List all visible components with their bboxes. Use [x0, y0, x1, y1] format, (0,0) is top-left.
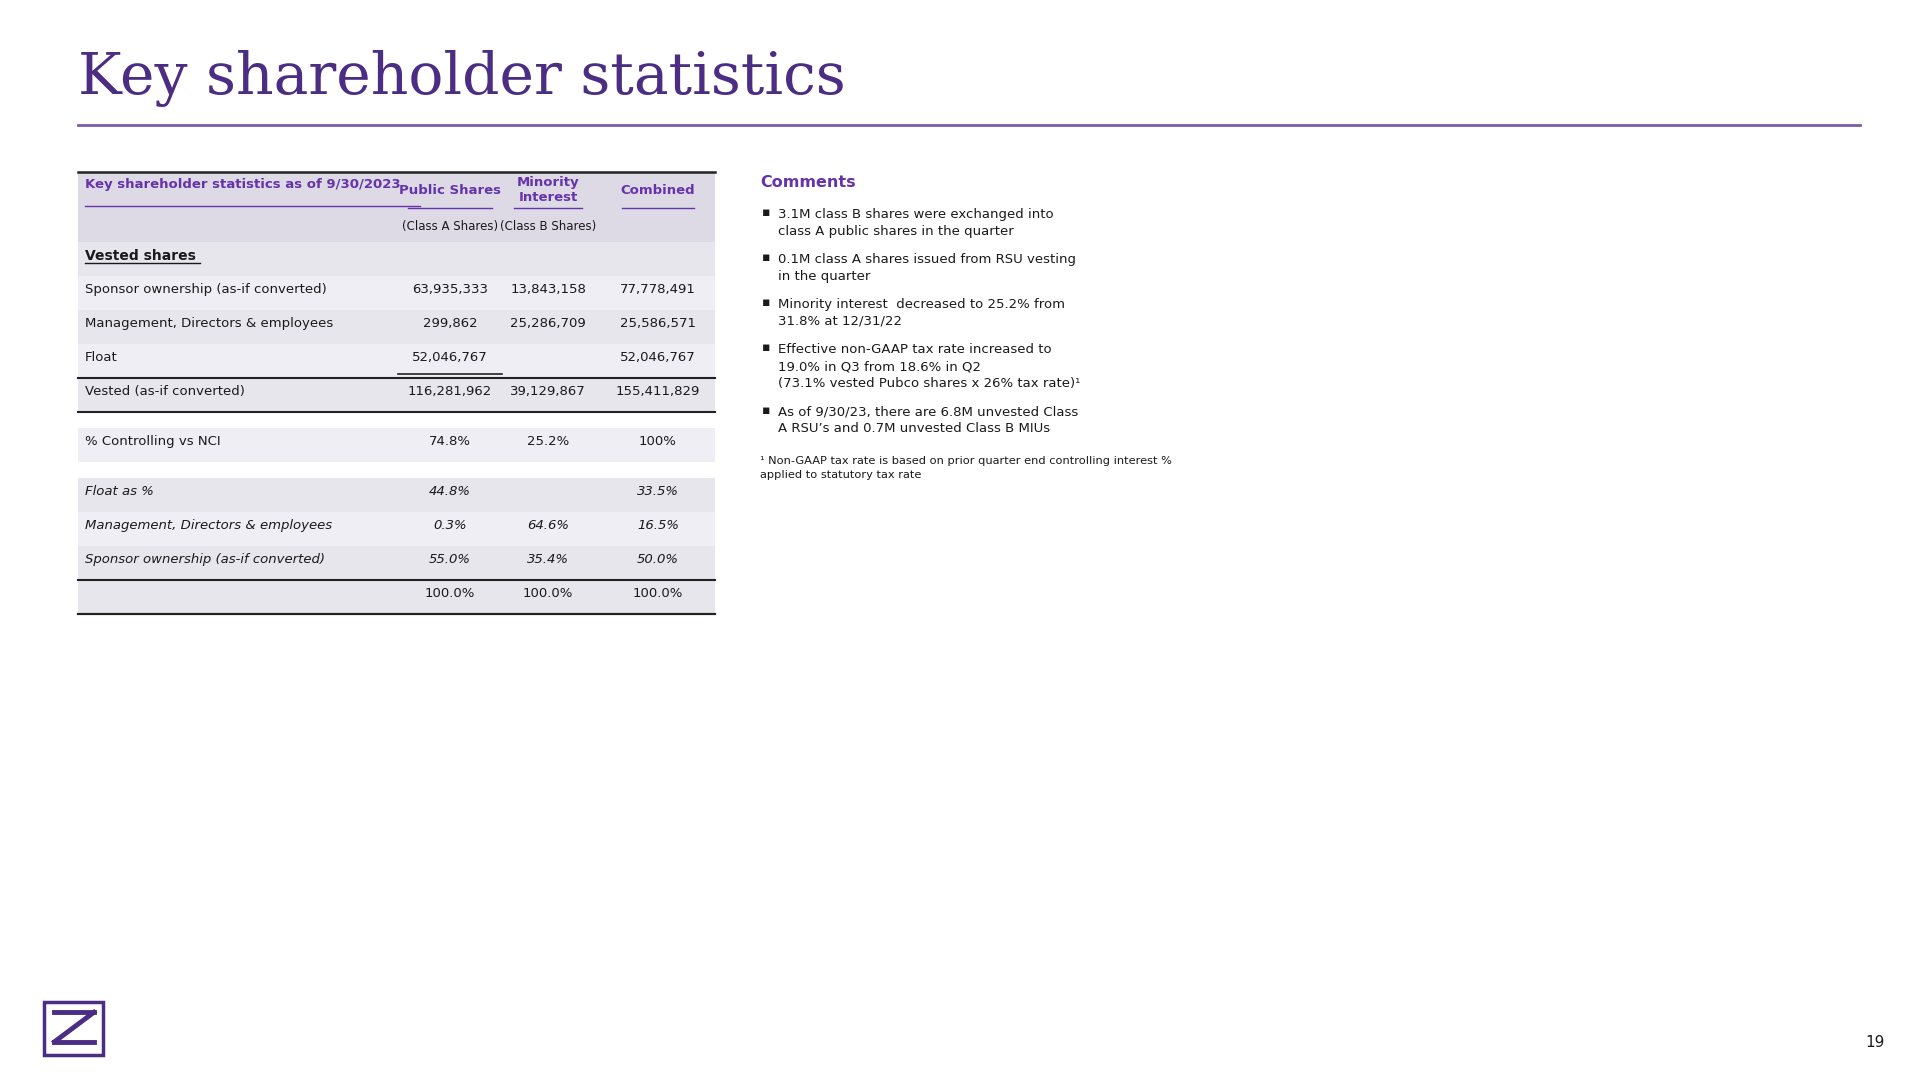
Text: % Controlling vs NCI: % Controlling vs NCI [84, 435, 221, 448]
Text: 299,862: 299,862 [422, 318, 478, 330]
Text: 100.0%: 100.0% [634, 588, 684, 600]
Text: 116,281,962: 116,281,962 [407, 384, 492, 399]
Text: As of 9/30/23, there are 6.8M unvested Class
A RSU’s and 0.7M unvested Class B M: As of 9/30/23, there are 6.8M unvested C… [778, 405, 1079, 435]
Text: 25,586,571: 25,586,571 [620, 318, 695, 330]
Bar [79, 478, 714, 512]
Text: 35.4%: 35.4% [526, 553, 568, 566]
Text: 52,046,767: 52,046,767 [620, 351, 695, 364]
Bar [79, 580, 714, 615]
Text: ▪: ▪ [762, 251, 770, 264]
Text: 0.3%: 0.3% [434, 519, 467, 532]
Text: 13,843,158: 13,843,158 [511, 283, 586, 296]
Text: 44.8%: 44.8% [428, 485, 470, 498]
Text: Minority interest  decreased to 25.2% from
31.8% at 12/31/22: Minority interest decreased to 25.2% fro… [778, 298, 1066, 328]
Text: Comments: Comments [760, 175, 856, 190]
Bar [79, 428, 714, 462]
Text: 64.6%: 64.6% [526, 519, 568, 532]
Text: 50.0%: 50.0% [637, 553, 680, 566]
Text: ▪: ▪ [762, 341, 770, 354]
Text: 55.0%: 55.0% [428, 553, 470, 566]
Text: 0.1M class A shares issued from RSU vesting
in the quarter: 0.1M class A shares issued from RSU vest… [778, 253, 1075, 283]
Text: Sponsor ownership (as-if converted): Sponsor ownership (as-if converted) [84, 283, 326, 296]
Text: Float as %: Float as % [84, 485, 154, 498]
Text: Float: Float [84, 351, 117, 364]
Bar [79, 172, 714, 216]
Text: Management, Directors & employees: Management, Directors & employees [84, 318, 334, 330]
Text: ¹ Non-GAAP tax rate is based on prior quarter end controlling interest %
applied: ¹ Non-GAAP tax rate is based on prior qu… [760, 457, 1171, 480]
Text: 25,286,709: 25,286,709 [511, 318, 586, 330]
Text: ▪: ▪ [762, 296, 770, 309]
Text: (Class A Shares): (Class A Shares) [401, 220, 497, 233]
Text: 19: 19 [1866, 1035, 1885, 1050]
Text: ▪: ▪ [762, 206, 770, 219]
Text: ▪: ▪ [762, 404, 770, 417]
Text: 77,778,491: 77,778,491 [620, 283, 695, 296]
Text: Sponsor ownership (as-if converted): Sponsor ownership (as-if converted) [84, 553, 324, 566]
Text: 63,935,333: 63,935,333 [413, 283, 488, 296]
Text: Combined: Combined [620, 184, 695, 197]
Bar [44, 1001, 102, 1055]
Text: Minority: Minority [516, 176, 580, 189]
Text: 155,411,829: 155,411,829 [616, 384, 701, 399]
Text: 33.5%: 33.5% [637, 485, 680, 498]
Bar [79, 546, 714, 580]
Bar [79, 378, 714, 411]
Text: 100%: 100% [639, 435, 678, 448]
Text: (Class B Shares): (Class B Shares) [499, 220, 595, 233]
Bar [79, 512, 714, 546]
Text: Public Shares: Public Shares [399, 184, 501, 197]
Text: Effective non-GAAP tax rate increased to
19.0% in Q3 from 18.6% in Q2
(73.1% ves: Effective non-GAAP tax rate increased to… [778, 343, 1081, 390]
Text: 16.5%: 16.5% [637, 519, 680, 532]
Text: Vested shares: Vested shares [84, 249, 196, 264]
Text: 39,129,867: 39,129,867 [511, 384, 586, 399]
Text: 100.0%: 100.0% [424, 588, 474, 600]
Text: 74.8%: 74.8% [428, 435, 470, 448]
Text: 25.2%: 25.2% [526, 435, 568, 448]
Bar [79, 242, 714, 276]
Bar [79, 580, 714, 615]
Text: 100.0%: 100.0% [522, 588, 574, 600]
Bar [79, 276, 714, 310]
Text: Vested (as-if converted): Vested (as-if converted) [84, 384, 246, 399]
Text: Interest: Interest [518, 191, 578, 204]
Bar [79, 345, 714, 378]
Text: Management, Directors & employees: Management, Directors & employees [84, 519, 332, 532]
Text: 52,046,767: 52,046,767 [413, 351, 488, 364]
Text: 3.1M class B shares were exchanged into
class A public shares in the quarter: 3.1M class B shares were exchanged into … [778, 208, 1054, 238]
Bar [79, 310, 714, 345]
Text: Key shareholder statistics: Key shareholder statistics [79, 50, 845, 107]
Text: Key shareholder statistics as of 9/30/2023: Key shareholder statistics as of 9/30/20… [84, 178, 401, 191]
Bar [79, 216, 714, 242]
